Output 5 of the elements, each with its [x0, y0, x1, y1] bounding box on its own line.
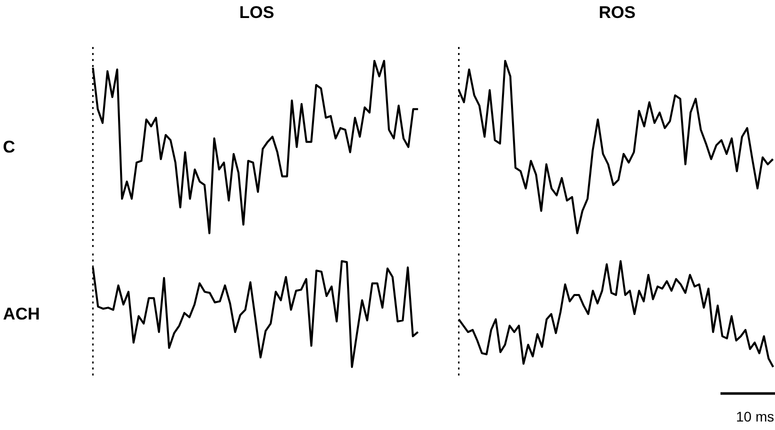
text: 10 ms — [736, 408, 774, 425]
chart-title: LOS — [239, 3, 274, 22]
y-axis-title: C — [2, 138, 16, 157]
y-axis-title: ACH — [3, 304, 40, 324]
chart-title: ROS — [598, 3, 636, 22]
